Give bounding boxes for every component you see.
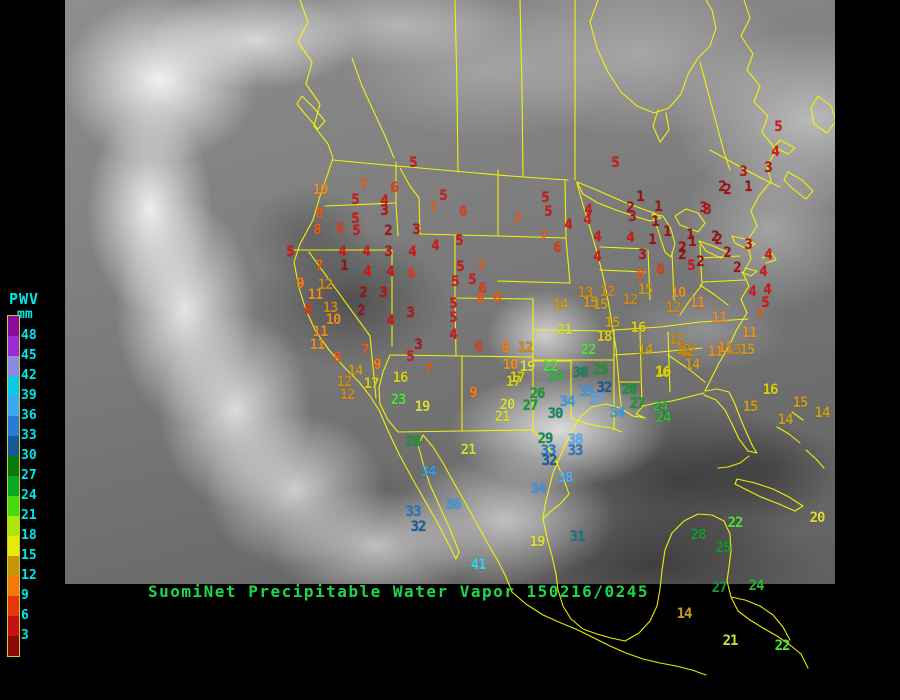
legend-unit: mm [17,307,33,322]
legend-label: 45 [21,348,37,363]
legend-label: 39 [21,388,37,403]
legend-cell [8,356,19,376]
legend-cell [8,336,19,356]
legend-label: 3 [21,628,29,643]
legend-cell [8,436,19,456]
legend-cell [8,596,19,616]
satellite-image [65,0,835,584]
legend-label: 12 [21,568,37,583]
legend-cell [8,316,19,336]
legend-cell [8,496,19,516]
legend-heading: PWV [9,290,40,308]
legend-cell [8,616,19,636]
image-title: SuomiNet Precipitable Water Vapor 150216… [148,582,649,601]
legend-cell [8,556,19,576]
station-pwv-value: 14 [676,606,693,622]
legend-label: 15 [21,548,37,563]
legend-label: 6 [21,608,29,623]
legend-cell [8,516,19,536]
station-pwv-value: 22 [774,638,791,654]
legend-label: 33 [21,428,37,443]
legend-cell [8,396,19,416]
station-pwv-value: 21 [722,633,739,649]
legend-cell [8,576,19,596]
legend-label: 30 [21,448,37,463]
honduras [730,596,791,641]
legend-label: 42 [21,368,37,383]
legend-label: 18 [21,528,37,543]
legend-label: 24 [21,488,37,503]
legend-cell [8,376,19,396]
legend-color-bar [7,315,20,657]
legend-cell [8,416,19,436]
legend-cell [8,456,19,476]
legend-cell [8,636,19,656]
legend-label: 9 [21,588,29,603]
legend-label: 27 [21,468,37,483]
coast-central-america [511,591,707,676]
legend-label: 36 [21,408,37,423]
legend-cell [8,476,19,496]
legend-label: 48 [21,328,37,343]
legend-label: 21 [21,508,37,523]
legend-cell [8,536,19,556]
